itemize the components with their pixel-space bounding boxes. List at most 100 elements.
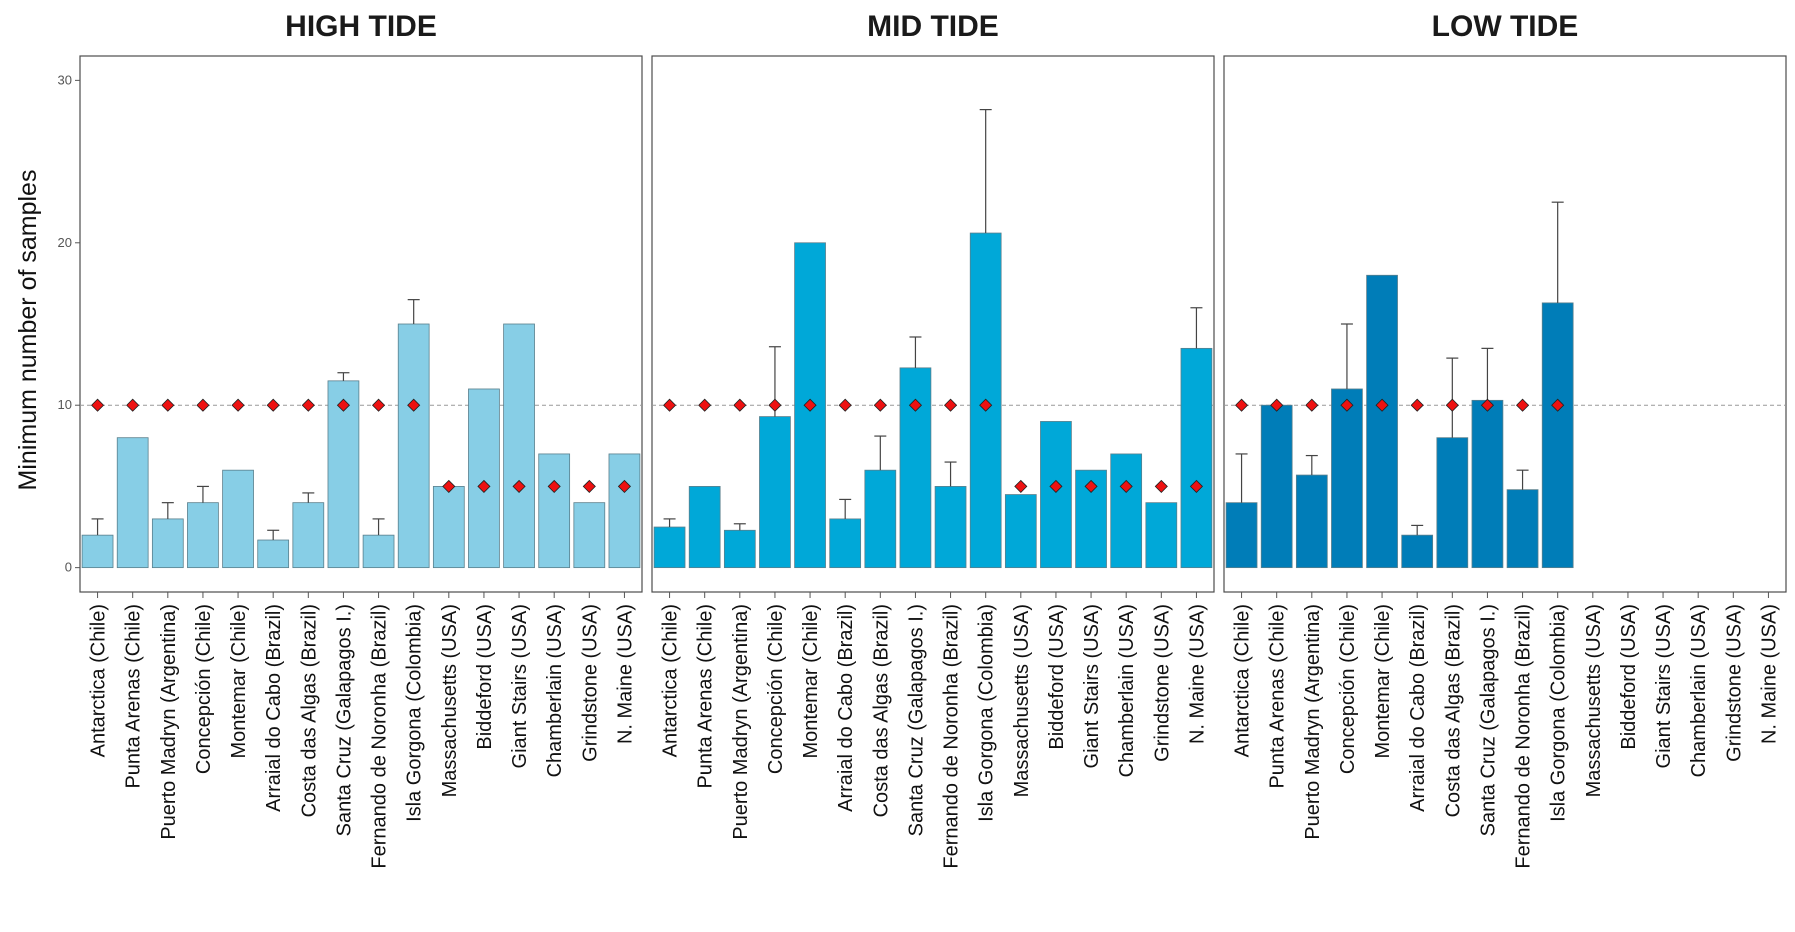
x-tick-label: Montemar (Chile) <box>1372 604 1394 758</box>
bar <box>573 502 606 569</box>
bar <box>1401 534 1434 569</box>
diamond-marker <box>908 398 923 412</box>
diamond-marker <box>979 398 993 412</box>
x-tick-label: Chamberlain (USA) <box>1688 604 1710 777</box>
diamond-marker <box>1049 479 1063 493</box>
x-tick-label: Costa das Algas (Brazil) <box>1442 604 1464 817</box>
y-axis-title: Minimum number of samples <box>14 170 42 491</box>
y-tick-label: 0 <box>65 560 72 575</box>
diamond-marker <box>336 398 351 412</box>
diamond-marker <box>1340 398 1354 412</box>
bar <box>688 486 721 569</box>
panel-title: MID TIDE <box>867 10 999 43</box>
bar <box>1471 399 1504 569</box>
bar <box>723 529 756 569</box>
diamond-marker <box>1189 479 1204 493</box>
diamond-marker <box>477 479 491 493</box>
diamond-marker <box>442 479 456 493</box>
diamond-marker <box>698 398 712 412</box>
x-tick-label: Biddeford (USA) <box>1046 604 1068 750</box>
x-tick-label: Isla Gorgona (Colombia) <box>404 604 426 822</box>
bar <box>1331 388 1363 569</box>
bar <box>397 323 430 569</box>
bar <box>1040 421 1072 569</box>
diamond-marker <box>371 398 386 412</box>
x-tick-label: Costa das Algas (Brazil) <box>298 604 320 817</box>
x-tick-label: Isla Gorgona (Colombia) <box>1548 604 1570 822</box>
bar <box>1366 274 1398 569</box>
x-tick-label: N. Maine (USA) <box>1186 604 1208 744</box>
x-tick-label: Chamberlain (USA) <box>1116 604 1138 777</box>
bar <box>187 502 219 569</box>
diamond-marker <box>1410 398 1424 412</box>
panel-title: LOW TIDE <box>1432 10 1579 43</box>
x-tick-label: Fernando de Noronha (Brazil) <box>1513 604 1535 869</box>
panel-3: LOW TIDE Antarctica (Chile) Punta Arenas (… <box>1223 10 1787 869</box>
diamond-marker <box>231 398 245 412</box>
bar <box>362 534 395 569</box>
x-tick-label: Giant Stairs (USA) <box>1653 604 1675 768</box>
diamond-marker <box>1445 398 1459 412</box>
x-tick-label: N. Maine (USA) <box>1758 604 1780 744</box>
bar <box>759 416 791 569</box>
x-tick-label: Montemar (Chile) <box>800 604 822 758</box>
diamond-marker <box>1270 398 1284 412</box>
diamond-marker <box>768 398 782 412</box>
diamond-marker <box>803 398 817 412</box>
x-tick-label: Grindstone (USA) <box>579 604 601 762</box>
bar <box>257 539 290 569</box>
x-tick-label: Santa Cruz (Galapagos I.) <box>1477 604 1499 836</box>
bar <box>864 469 897 569</box>
bar <box>503 323 535 569</box>
y-tick-label: 10 <box>58 397 72 412</box>
facet-panels: HIGH TIDE 0 10 20 30 Antarctica (Chile) Punta … <box>58 10 1787 869</box>
diamond-marker <box>126 398 140 412</box>
bar <box>292 502 325 569</box>
bar <box>222 469 254 569</box>
bar <box>934 486 967 569</box>
x-tick-label: Costa das Algas (Brazil) <box>870 604 892 817</box>
bar <box>1260 404 1293 569</box>
bar <box>116 437 149 569</box>
x-tick-label: Puerto Madryn (Argentina) <box>1302 604 1324 840</box>
diamond-marker <box>407 398 421 412</box>
x-tick-label: Concepción (Chile) <box>765 604 787 774</box>
bar <box>1004 494 1037 569</box>
x-tick-label: Fernando de Noronha (Brazil) <box>941 604 963 869</box>
bar <box>1110 453 1143 569</box>
diamond-marker <box>1305 398 1319 412</box>
diamond-marker <box>617 479 632 493</box>
y-tick-label: 30 <box>58 72 72 87</box>
bar <box>468 388 500 569</box>
diamond-marker <box>90 398 105 412</box>
panel-title: HIGH TIDE <box>285 10 437 43</box>
x-tick-label: Biddeford (USA) <box>474 604 496 750</box>
x-tick-label: Chamberlain (USA) <box>544 604 566 777</box>
x-tick-label: Santa Cruz (Galapagos I.) <box>905 604 927 836</box>
bar <box>653 526 686 569</box>
bar <box>1145 502 1178 569</box>
diamond-marker <box>512 479 526 493</box>
x-tick-label: Punta Arenas (Chile) <box>123 604 145 789</box>
diamond-marker <box>1234 398 1249 412</box>
x-tick-label: Arraial do Cabo (Brazil) <box>835 604 857 812</box>
diamond-marker <box>1119 479 1133 493</box>
diamond-marker <box>873 398 887 412</box>
diamond-marker <box>1375 398 1389 412</box>
x-tick-label: Antarctica (Chile) <box>660 604 682 757</box>
diamond-marker <box>838 398 852 412</box>
diamond-marker <box>161 398 175 412</box>
x-tick-label: Puerto Madryn (Argentina) <box>158 604 180 840</box>
bar <box>608 453 641 569</box>
bar <box>81 534 114 569</box>
x-tick-label: Punta Arenas (Chile) <box>695 604 717 789</box>
bar <box>1295 474 1328 569</box>
x-tick-label: Concepción (Chile) <box>193 604 215 774</box>
diamond-marker <box>1154 479 1168 493</box>
diamond-marker <box>266 398 280 412</box>
bar <box>1541 302 1574 569</box>
diamond-marker <box>301 398 315 412</box>
x-tick-label: Giant Stairs (USA) <box>1081 604 1103 768</box>
x-tick-label: Massachusetts (USA) <box>439 604 461 797</box>
